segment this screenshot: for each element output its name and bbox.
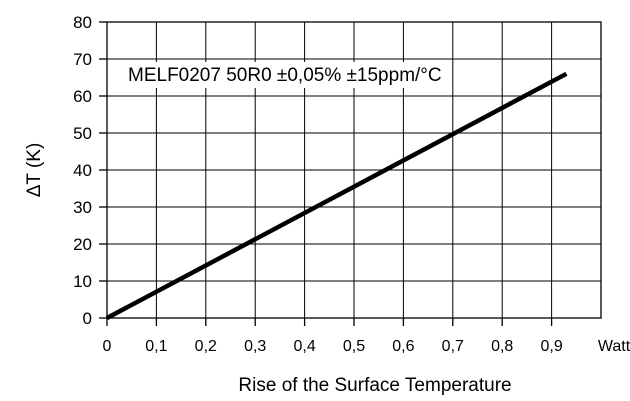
series-layer (105, 71, 568, 320)
y-tick-label: 0 (83, 309, 92, 328)
x-tick-label: 0,7 (442, 338, 464, 355)
y-tick-label: 50 (73, 124, 92, 143)
y-tick-label: 40 (73, 161, 92, 180)
x-tick-label: 0,4 (293, 338, 315, 355)
x-tick-label: 0,2 (195, 338, 217, 355)
plot-frame (106, 21, 602, 319)
y-tick-label: 10 (73, 272, 92, 291)
y-tick-label: 70 (73, 50, 92, 69)
y-tick-label: 20 (73, 235, 92, 254)
x-tick-label: 0,3 (244, 338, 266, 355)
y-tick-label: 60 (73, 87, 92, 106)
annotation: MELF0207 50R0 ±0,05% ±15ppm/°C (122, 62, 448, 88)
y-tick-label: 30 (73, 198, 92, 217)
x-tick-label: 0,6 (392, 338, 414, 355)
annotation-background (122, 62, 448, 88)
y-axis-ticks: 0 10 20 30 40 50 60 70 80 (73, 13, 107, 328)
annotation-label: MELF0207 50R0 ±0,05% ±15ppm/°C (128, 65, 442, 86)
x-axis-label: Rise of the Surface Temperature (238, 375, 511, 396)
y-axis-label: ΔT (K) (24, 143, 45, 198)
x-tick-label: 0,8 (491, 338, 513, 355)
x-tick-label: 0,9 (540, 338, 562, 355)
x-axis-unit: Watt (598, 338, 630, 355)
series-line (105, 71, 568, 320)
y-tick-label: 80 (73, 13, 92, 32)
x-tick-label: 0,1 (145, 338, 167, 355)
x-tick-label: 0 (103, 338, 112, 355)
x-tick-label: 0,5 (343, 338, 365, 355)
x-axis-ticks: 0 0,1 0,2 0,3 0,4 0,5 0,6 0,7 0,8 0,9 (103, 318, 563, 355)
